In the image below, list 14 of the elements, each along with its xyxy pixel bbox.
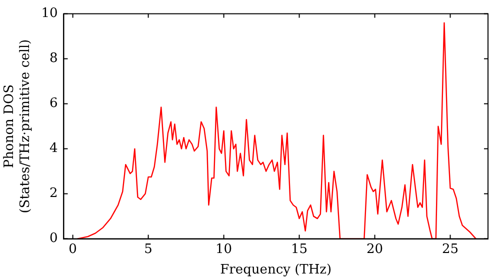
y-axis-title: Phonon DOS (States/THz·primitive cell) [2,39,33,214]
y-tick-label: 2 [49,186,58,202]
y-tick-label: 4 [49,141,58,156]
y-tick-label: 0 [49,231,58,246]
y-tick-label: 6 [49,96,58,112]
y-tick-label: 10 [41,6,58,22]
x-tick-label: 10 [216,242,232,257]
x-tick-label: 20 [366,242,384,257]
x-tick-label: 5 [144,242,152,257]
x-tick-label: 0 [68,242,77,257]
y-tick-label: 8 [49,51,58,66]
x-tick-label: 15 [291,242,308,257]
x-axis-title: Frequency (THz) [220,262,332,278]
x-tick-label: 25 [442,242,459,257]
